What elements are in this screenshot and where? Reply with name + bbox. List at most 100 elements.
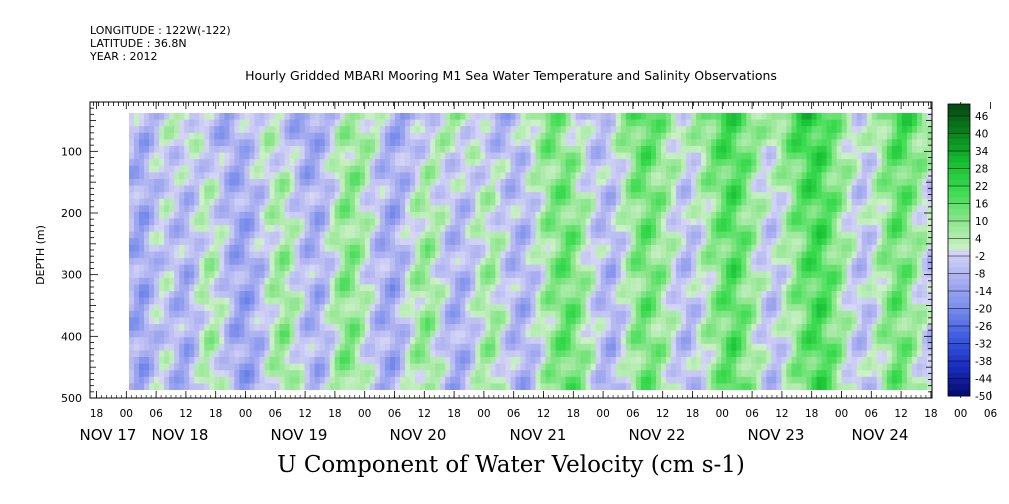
heatmap-cell xyxy=(309,113,316,121)
heatmap-cell xyxy=(354,277,361,286)
heatmap-cell xyxy=(274,324,281,332)
heatmap-cell xyxy=(329,211,336,220)
heatmap-cell xyxy=(264,363,271,371)
heatmap-cell xyxy=(400,152,406,160)
heatmap-cell xyxy=(490,165,496,173)
heatmap-cell xyxy=(545,277,552,286)
heatmap-cell xyxy=(209,225,215,233)
heatmap-cell xyxy=(249,370,256,378)
heatmap-cell xyxy=(485,126,491,134)
heatmap-cell xyxy=(364,343,371,352)
heatmap-cell xyxy=(334,231,341,239)
heatmap-cell xyxy=(490,225,496,233)
heatmap-cell xyxy=(590,205,597,213)
heatmap-cell xyxy=(716,343,722,352)
heatmap-cell xyxy=(610,152,617,160)
heatmap-cell xyxy=(475,337,481,345)
heatmap-cell xyxy=(660,277,667,286)
heatmap-cell xyxy=(716,205,722,213)
heatmap-cell xyxy=(605,297,612,305)
heatmap-cell xyxy=(329,264,336,272)
heatmap-cell xyxy=(590,238,597,246)
heatmap-cell xyxy=(435,343,441,352)
heatmap-cell xyxy=(420,297,426,305)
heatmap-cell xyxy=(475,225,481,233)
heatmap-cell xyxy=(460,271,466,279)
heatmap-cell xyxy=(299,113,306,121)
heatmap-cell xyxy=(239,284,246,292)
heatmap-cell xyxy=(144,357,150,365)
heatmap-cell xyxy=(630,205,637,213)
heatmap-cell xyxy=(194,337,200,345)
heatmap-cell xyxy=(389,218,396,226)
heatmap-cell xyxy=(625,205,632,213)
heatmap-cell xyxy=(400,330,406,338)
heatmap-cell xyxy=(645,113,652,121)
heatmap-cell xyxy=(515,225,522,233)
heatmap-cell xyxy=(580,271,587,279)
heatmap-cell xyxy=(179,185,185,193)
heatmap-cell xyxy=(384,211,391,220)
heatmap-cell xyxy=(319,297,326,305)
heatmap-cell xyxy=(515,198,522,206)
heatmap-cell xyxy=(701,264,707,272)
heatmap-cell xyxy=(475,126,481,134)
heatmap-cell xyxy=(164,310,170,319)
heatmap-cell xyxy=(575,159,582,167)
heatmap-cell xyxy=(620,231,627,239)
heatmap-cell xyxy=(264,231,271,239)
heatmap-cell xyxy=(149,251,155,259)
heatmap-cell xyxy=(279,132,286,140)
heatmap-cell xyxy=(455,297,461,305)
heatmap-cell xyxy=(264,198,271,206)
heatmap-cell xyxy=(701,178,707,187)
heatmap-cell xyxy=(279,376,286,385)
heatmap-cell xyxy=(550,317,557,325)
heatmap-cell xyxy=(410,284,416,292)
heatmap-cell xyxy=(500,363,507,371)
heatmap-cell xyxy=(555,324,562,332)
heatmap-cell xyxy=(164,139,170,147)
heatmap-cell xyxy=(134,271,140,279)
heatmap-cell xyxy=(580,324,587,332)
heatmap-cell xyxy=(510,357,517,365)
heatmap-cell xyxy=(299,126,306,134)
heatmap-cell xyxy=(455,376,461,385)
heatmap-cell xyxy=(219,192,225,200)
heatmap-cell xyxy=(671,330,677,338)
heatmap-cell xyxy=(199,297,205,305)
heatmap-cell xyxy=(440,324,446,332)
heatmap-cell xyxy=(435,277,441,286)
heatmap-cell xyxy=(219,277,225,286)
heatmap-cell xyxy=(179,192,185,200)
heatmap-cell xyxy=(359,258,366,266)
heatmap-cell xyxy=(314,310,321,319)
heatmap-cell xyxy=(640,113,647,121)
heatmap-cell xyxy=(535,363,542,371)
heatmap-cell xyxy=(304,126,311,134)
heatmap-cell xyxy=(630,192,637,200)
heatmap-cell xyxy=(294,304,301,312)
heatmap-cell xyxy=(706,370,712,378)
heatmap-cell xyxy=(189,238,195,246)
heatmap-cell xyxy=(389,198,396,206)
heatmap-cell xyxy=(515,304,522,312)
heatmap-cell xyxy=(445,343,451,352)
heatmap-cell xyxy=(475,343,481,352)
heatmap-cell xyxy=(711,159,717,167)
heatmap-cell xyxy=(129,297,135,305)
heatmap-cell xyxy=(635,159,642,167)
heatmap-cell xyxy=(239,185,246,193)
heatmap-cell xyxy=(204,343,210,352)
heatmap-cell xyxy=(676,324,682,332)
heatmap-cell xyxy=(149,172,155,180)
heatmap-cell xyxy=(625,152,632,160)
heatmap-cell xyxy=(400,350,406,358)
heatmap-cell xyxy=(550,159,557,167)
heatmap-cell xyxy=(570,231,577,239)
heatmap-cell xyxy=(560,284,567,292)
heatmap-cell xyxy=(640,139,647,147)
heatmap-cell xyxy=(505,198,512,206)
heatmap-cell xyxy=(269,126,276,134)
heatmap-cell xyxy=(440,165,446,173)
